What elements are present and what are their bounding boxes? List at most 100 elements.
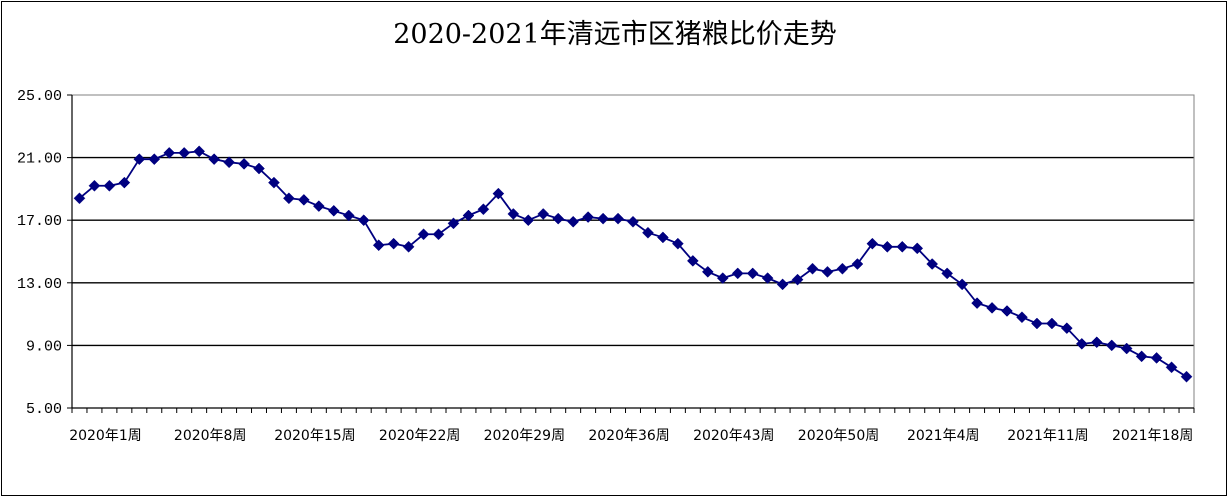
data-point (1150, 352, 1163, 364)
data-point (746, 267, 759, 280)
data-point (492, 187, 505, 200)
data-point (986, 301, 998, 314)
series-line (78, 150, 1187, 378)
data-point (686, 255, 699, 267)
data-point (1180, 370, 1193, 383)
data-point (432, 228, 445, 241)
data-point (821, 265, 834, 278)
data-point (312, 200, 325, 212)
data-point (253, 162, 265, 175)
data-point (971, 297, 983, 309)
data-point (672, 237, 684, 250)
data-point (851, 258, 864, 270)
data-point (956, 278, 968, 291)
data-point (268, 176, 280, 189)
x-tick-label: 2020年22周 (379, 428, 460, 444)
series-layer (73, 145, 1193, 383)
chart-title: 2020-2021年清远市区猪粮比价走势 (393, 19, 837, 50)
x-tick-label: 2020年8周 (174, 428, 247, 444)
data-point (911, 242, 924, 255)
plot-area-border (71, 94, 1195, 409)
data-point (148, 153, 161, 166)
data-point (417, 228, 430, 241)
data-point (507, 208, 520, 220)
data-point (896, 240, 909, 253)
data-point (836, 262, 849, 275)
data-point (701, 265, 714, 278)
data-point (657, 231, 669, 244)
data-point (1075, 337, 1088, 350)
data-point (582, 211, 594, 223)
x-tick-label: 2020年1周 (69, 428, 142, 444)
data-point (866, 237, 879, 250)
data-point (1105, 339, 1118, 352)
data-point (1135, 350, 1148, 363)
data-point (1016, 311, 1028, 324)
x-tick-label: 2020年29周 (484, 428, 565, 444)
data-point (791, 273, 804, 286)
data-point (88, 179, 101, 192)
data-point (193, 145, 206, 158)
data-point (761, 272, 774, 284)
data-point (627, 215, 639, 228)
x-tick-label: 2020年50周 (798, 428, 879, 444)
data-point (1060, 322, 1073, 335)
data-point (941, 267, 954, 280)
data-point (552, 212, 565, 225)
data-point (178, 147, 191, 159)
data-point (1120, 342, 1133, 355)
x-tick-label: 2021年11周 (1007, 428, 1088, 444)
x-tick-label: 2021年4周 (907, 428, 980, 444)
data-point (1031, 317, 1043, 330)
label-layer: 5.00 9.00 13.00 17.00 21.00 25.00 2020年1周 2020年… (17, 88, 1193, 444)
data-point (597, 212, 609, 225)
x-tick-label: 2020年15周 (274, 428, 355, 444)
y-tick-label: 25.00 (17, 88, 62, 105)
y-tick-label: 5.00 (26, 401, 62, 418)
data-point (73, 192, 86, 205)
x-tick-label: 2020年36周 (588, 428, 669, 444)
y-tick-label: 21.00 (17, 151, 62, 168)
data-point (342, 209, 355, 222)
data-point (537, 208, 550, 220)
data-point (716, 272, 729, 284)
data-point (806, 262, 819, 275)
data-point (881, 240, 894, 253)
data-point (327, 204, 340, 217)
data-point (462, 209, 475, 222)
data-point (238, 158, 250, 170)
data-point (118, 176, 131, 189)
data-point (1165, 361, 1178, 374)
data-point (208, 153, 220, 166)
data-point (567, 215, 580, 228)
data-point (387, 237, 400, 250)
x-tick-label: 2020年43周 (693, 428, 774, 444)
data-point (926, 258, 939, 270)
y-tick-label: 17.00 (17, 213, 62, 230)
data-point (477, 203, 490, 216)
data-point (402, 240, 415, 253)
axis-layer (67, 94, 1195, 413)
data-point (103, 179, 116, 192)
y-tick-label: 13.00 (17, 276, 62, 293)
data-point (731, 267, 744, 280)
data-point (1090, 336, 1103, 349)
data-point (776, 278, 789, 291)
data-point (163, 147, 176, 159)
data-point (283, 192, 295, 205)
data-point (612, 212, 624, 225)
data-point (642, 226, 654, 239)
data-point (1046, 317, 1058, 330)
data-point (447, 217, 460, 230)
data-point (1001, 305, 1013, 317)
data-point (372, 239, 385, 252)
data-point (298, 194, 310, 206)
data-point (357, 214, 370, 227)
data-point (223, 156, 235, 169)
data-point (522, 214, 535, 227)
data-point (133, 153, 146, 166)
x-tick-label: 2021年18周 (1112, 428, 1193, 444)
y-tick-label: 9.00 (26, 338, 62, 355)
